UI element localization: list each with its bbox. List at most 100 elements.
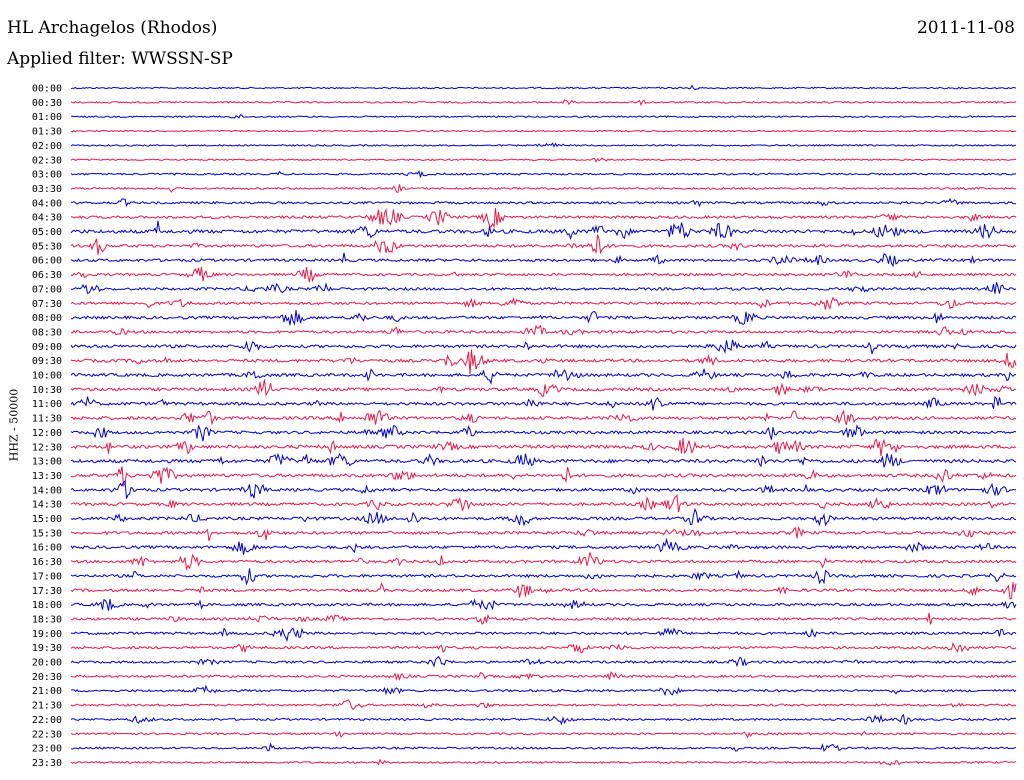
seismic-trace <box>70 537 1017 555</box>
seismic-trace <box>70 157 1017 163</box>
seismic-trace <box>70 170 1017 179</box>
seismic-trace <box>70 142 1017 148</box>
seismic-trace <box>70 409 1017 426</box>
row-time-label: 08:00 <box>32 313 62 324</box>
row-time-label: 07:30 <box>32 299 62 310</box>
row-time-label: 00:30 <box>32 98 62 109</box>
seismic-trace <box>70 742 1017 753</box>
seismic-trace <box>70 84 1017 91</box>
row-time-label: 11:30 <box>32 414 62 425</box>
seismic-trace <box>70 582 1017 600</box>
seismic-trace <box>70 730 1017 739</box>
seismic-trace <box>70 627 1017 643</box>
seismic-trace <box>70 684 1017 697</box>
seismic-trace <box>70 671 1017 682</box>
station-title: HL Archagelos (Rhodos) <box>7 18 218 38</box>
seismic-trace <box>71 310 1017 326</box>
row-time-label: 04:30 <box>32 213 62 224</box>
seismic-trace <box>70 395 1017 411</box>
row-time-label: 02:00 <box>32 141 62 152</box>
seismic-trace <box>70 349 1017 375</box>
row-time-label: 10:30 <box>32 385 62 396</box>
row-time-label: 15:00 <box>32 514 62 525</box>
seismic-trace <box>70 466 1017 487</box>
row-time-label: 01:00 <box>32 112 62 123</box>
seismic-trace <box>70 568 1017 586</box>
seismic-trace <box>70 368 1017 386</box>
seismic-trace <box>70 480 1017 499</box>
row-time-label: 17:00 <box>32 571 62 582</box>
seismic-trace <box>71 197 1017 208</box>
seismic-trace <box>70 207 1017 229</box>
row-time-label: 18:30 <box>32 614 62 625</box>
row-time-label: 12:30 <box>32 442 62 453</box>
row-time-label: 14:30 <box>32 500 62 511</box>
row-time-label: 10:00 <box>32 371 62 382</box>
seismic-trace <box>70 699 1017 711</box>
seismic-trace <box>71 282 1017 294</box>
row-time-label: 21:30 <box>32 701 62 712</box>
seismic-trace <box>70 655 1017 668</box>
row-time-label: 02:30 <box>32 155 62 166</box>
seismic-trace <box>70 612 1017 625</box>
row-time-label: 03:30 <box>32 184 62 195</box>
row-time-label: 21:00 <box>32 686 62 697</box>
row-time-label: 04:00 <box>32 198 62 209</box>
row-time-label: 03:00 <box>32 170 62 181</box>
row-time-label: 06:30 <box>32 270 62 281</box>
row-time-label: 08:30 <box>32 327 62 338</box>
seismic-trace <box>70 113 1017 119</box>
row-time-label: 15:30 <box>32 528 62 539</box>
seismic-trace <box>70 234 1017 255</box>
seismic-trace <box>70 220 1017 241</box>
seismic-trace <box>70 99 1017 107</box>
record-date: 2011-11-08 <box>916 18 1015 38</box>
seismic-trace <box>70 424 1017 442</box>
row-time-label: 07:00 <box>32 284 62 295</box>
seismic-trace <box>70 438 1017 456</box>
seismic-trace <box>70 324 1017 336</box>
row-time-label: 17:30 <box>32 586 62 597</box>
row-time-label: 09:30 <box>32 356 62 367</box>
seismic-trace <box>70 641 1017 654</box>
row-time-label: 18:00 <box>32 600 62 611</box>
row-time-label: 22:00 <box>32 715 62 726</box>
row-time-label: 19:00 <box>32 629 62 640</box>
row-time-label: 12:00 <box>32 428 62 439</box>
seismic-trace <box>70 552 1017 571</box>
seismic-trace <box>70 129 1016 133</box>
row-time-label: 23:00 <box>32 744 62 755</box>
seismic-trace <box>70 184 1017 193</box>
seismic-trace <box>70 452 1017 468</box>
row-time-label: 11:00 <box>32 399 62 410</box>
row-time-label: 20:30 <box>32 672 62 683</box>
row-time-label: 06:00 <box>32 256 62 267</box>
row-time-label: 14:00 <box>32 485 62 496</box>
row-time-label: 13:00 <box>32 457 62 468</box>
row-time-label: 13:30 <box>32 471 62 482</box>
row-time-label: 01:30 <box>32 127 62 138</box>
seismic-trace <box>70 296 1017 311</box>
seismic-trace <box>70 507 1017 527</box>
seismic-trace <box>70 379 1017 397</box>
seismic-trace <box>70 266 1017 283</box>
y-axis-label: HHZ - 50000 <box>7 388 21 462</box>
row-time-label: 16:00 <box>32 543 62 554</box>
applied-filter: Applied filter: WWSSN-SP <box>7 49 233 69</box>
seismic-trace <box>70 252 1017 268</box>
row-time-label: 22:30 <box>32 729 62 740</box>
seismic-trace <box>70 525 1017 542</box>
seismic-trace <box>70 339 1017 355</box>
row-time-label: 00:00 <box>32 84 62 95</box>
seismic-trace <box>70 713 1016 726</box>
row-time-label: 23:30 <box>32 758 62 769</box>
seismic-trace <box>70 494 1017 513</box>
row-time-label: 16:30 <box>32 557 62 568</box>
row-time-label: 20:00 <box>32 658 62 669</box>
seismic-trace <box>70 758 1017 767</box>
row-time-label: 09:00 <box>32 342 62 353</box>
row-time-label: 05:00 <box>32 227 62 238</box>
row-time-label: 19:30 <box>32 643 62 654</box>
seismic-trace <box>70 598 1017 611</box>
